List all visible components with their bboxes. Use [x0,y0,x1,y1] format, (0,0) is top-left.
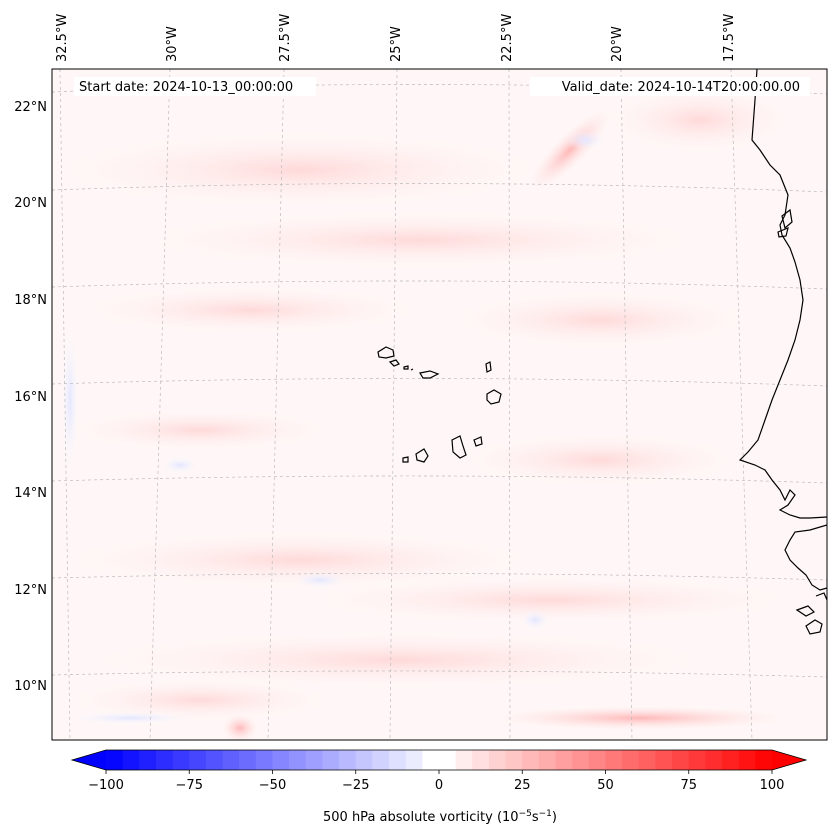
colorbar-segment [522,750,540,770]
lat-label: 16°N [14,390,47,405]
lon-label: 27.5°W [278,14,293,62]
colorbar-segment [538,750,557,770]
valid-date-box [530,77,810,96]
colorbar-segment [205,750,224,770]
lon-label: 32.5°W [55,14,70,62]
colorbar-segments [106,750,773,770]
colorbar-tick-label: 50 [597,778,614,793]
colorbar-tick-label: 25 [514,778,531,793]
colorbar-label: 500 hPa absolute vorticity (10−5s−1) [323,809,557,825]
lat-label: 20°N [14,196,47,211]
colorbar-tick-label: −75 [176,778,203,793]
lat-label: 14°N [14,486,47,501]
colorbar-segment [455,750,473,770]
colorbar-segment [189,750,207,770]
graticule [52,69,827,740]
map-panel: Start date: 2024-10-13_00:00:00 Valid_da… [51,68,828,741]
colorbar-tick-label: −100 [88,778,124,793]
colorbar-segment [472,750,490,770]
colorbar-segment [289,750,307,770]
colorbar-segment [488,750,507,770]
colorbar-segment [155,750,174,770]
colorbar-segment [588,750,606,770]
lat-label: 12°N [14,583,47,598]
colorbar-segment [122,750,140,770]
colorbar-segment [405,750,423,770]
colorbar-tick-label: 75 [680,778,697,793]
colorbar-segment [305,750,323,770]
valid-date-label: Valid_date: 2024-10-14T20:00:00.00 [562,80,800,95]
colorbar-segment [372,750,390,770]
colorbar-tick-label: −50 [259,778,286,793]
start-date-label: Start date: 2024-10-13_00:00:00 [79,80,293,95]
lat-label: 22°N [14,100,47,115]
lat-label: 18°N [14,293,47,308]
colorbar-segment [422,750,440,770]
colorbar-min-arrow [72,750,106,770]
colorbar-segment [505,750,523,770]
colorbar-segment [139,750,157,770]
colorbar-segment [638,750,656,770]
colorbar-segment [572,750,590,770]
colorbar-segment [738,750,756,770]
colorbar-tick-label: 0 [435,778,443,793]
colorbar-ticks: −100 −75 −50 −25 0 25 50 75 100 [88,770,784,793]
latitude-labels: 22°N 20°N 18°N 16°N 14°N 12°N 10°N [14,100,47,694]
colorbar-segment [389,750,407,770]
colorbar-segment [222,750,240,770]
start-date-box [74,77,316,96]
colorbar-segment [355,750,373,770]
lat-label: 10°N [14,679,47,694]
colorbar-segment [272,750,290,770]
colorbar-tick-label: −25 [342,778,369,793]
vorticity-field [52,85,810,740]
colorbar-segment [605,750,623,770]
colorbar-max-arrow [772,750,806,770]
colorbar-segment [172,750,190,770]
longitude-labels: 32.5°W 30°W 27.5°W 25°W 22.5°W 20°W 17.5… [55,14,737,62]
coastline [738,69,827,635]
colorbar-segment [339,750,357,770]
lon-label: 25°W [389,26,404,62]
colorbar-tick-label: 100 [760,778,785,793]
colorbar-segment [722,750,740,770]
lon-label: 17.5°W [722,14,737,62]
colorbar-segment [239,750,257,770]
colorbar-segment [622,750,640,770]
colorbar-segment [322,750,340,770]
colorbar-segment [688,750,706,770]
colorbar-segment [705,750,723,770]
colorbar-segment [755,750,773,770]
colorbar: −100 −75 −50 −25 0 25 50 75 100 500 hPa absolute… [70,749,808,825]
cape-verde-islands [377,346,502,463]
colorbar-segment [655,750,673,770]
colorbar-segment [439,750,457,770]
colorbar-segment [106,750,124,770]
colorbar-segment [672,750,690,770]
lon-label: 22.5°W [500,14,515,62]
lon-label: 20°W [610,26,625,62]
map-frame [51,68,828,741]
colorbar-segment [255,750,273,770]
colorbar-segment [555,750,573,770]
lon-label: 30°W [165,26,180,62]
